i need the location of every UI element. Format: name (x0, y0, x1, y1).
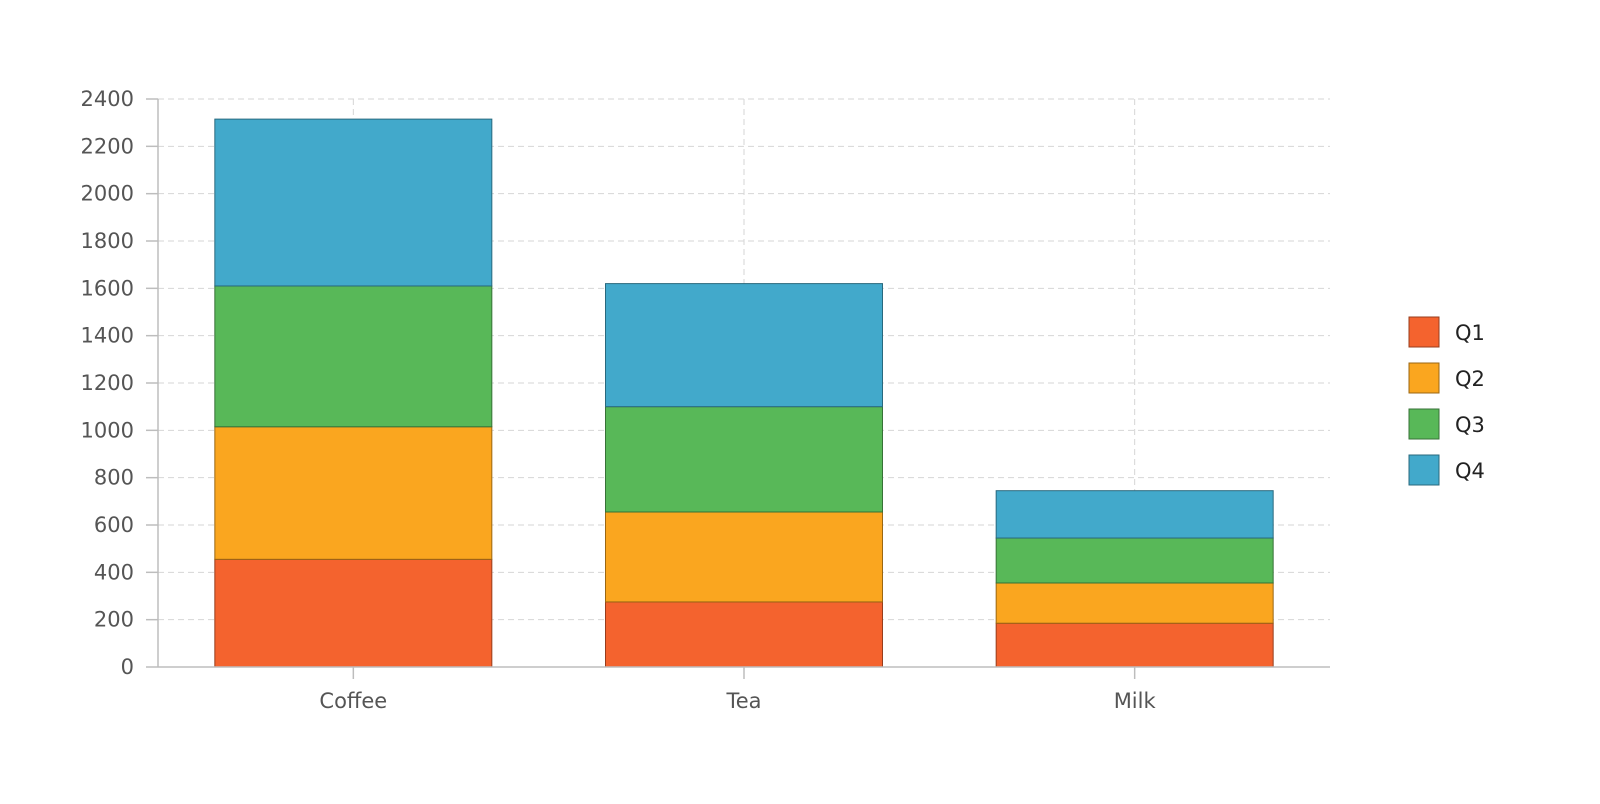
y-tick-label: 200 (94, 608, 134, 632)
legend-label: Q3 (1455, 413, 1485, 437)
bar-coffee-q3[interactable] (214, 285, 493, 428)
legend: Q1 Q2 Q3 Q4 (1408, 316, 1485, 486)
y-tick-label: 2400 (81, 87, 134, 111)
axes: 0 200 400 600 800 1000 1200 1400 1600 1800 2000 220… (81, 87, 1330, 713)
x-tick-label: Milk (1114, 689, 1157, 713)
legend-item-q2[interactable]: Q2 (1408, 362, 1485, 394)
y-tick-label: 2000 (81, 182, 134, 206)
y-tick-label: 800 (94, 466, 134, 490)
legend-item-q1[interactable]: Q1 (1408, 316, 1485, 348)
bar-tea-q3[interactable] (605, 406, 883, 513)
legend-label: Q4 (1455, 459, 1485, 483)
bar-tea-q1[interactable] (605, 601, 883, 668)
y-tick-label: 1600 (81, 276, 134, 300)
legend-swatch (1408, 408, 1440, 440)
bar-coffee-q1[interactable] (214, 558, 493, 668)
y-tick-label: 1400 (81, 324, 134, 348)
x-tick-label: Tea (725, 689, 761, 713)
legend-swatch (1408, 362, 1440, 394)
legend-item-q3[interactable]: Q3 (1408, 408, 1485, 440)
bar-milk-q2[interactable] (995, 582, 1274, 624)
bar-milk-q1[interactable] (995, 622, 1274, 668)
legend-swatch (1408, 316, 1440, 348)
bars (214, 118, 1274, 668)
y-tick-label: 1800 (81, 229, 134, 253)
y-tick-label: 600 (94, 513, 134, 537)
legend-item-q4[interactable]: Q4 (1408, 454, 1485, 486)
bar-tea-q4[interactable] (605, 283, 883, 408)
bar-tea-q2[interactable] (605, 511, 883, 603)
y-tick-label: 400 (94, 560, 134, 584)
legend-swatch (1408, 454, 1440, 486)
y-tick-label: 1200 (81, 371, 134, 395)
legend-label: Q1 (1455, 321, 1485, 345)
bar-coffee-q4[interactable] (214, 118, 493, 287)
bar-milk-q3[interactable] (995, 537, 1274, 584)
y-tick-label: 1000 (81, 418, 134, 442)
bar-milk-q4[interactable] (995, 490, 1274, 539)
bar-coffee-q2[interactable] (214, 426, 493, 560)
y-tick-label: 0 (121, 655, 134, 679)
y-tick-label: 2200 (81, 134, 134, 158)
x-tick-label: Coffee (319, 689, 387, 713)
legend-label: Q2 (1455, 367, 1485, 391)
